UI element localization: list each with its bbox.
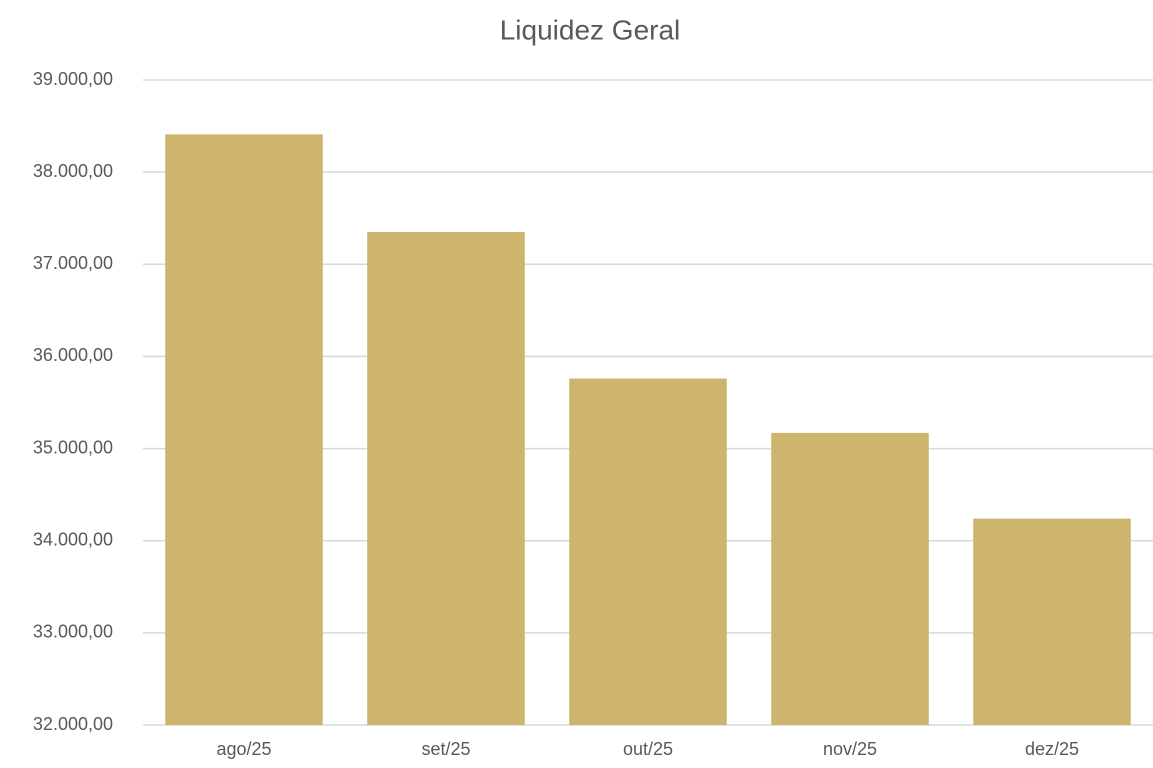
x-tick-label: out/25 [623,739,673,759]
x-tick-label: set/25 [421,739,470,759]
y-tick-label: 35.000,00 [33,437,113,457]
x-tick-label: ago/25 [216,739,271,759]
bar [367,232,525,726]
chart-title: Liquidez Geral [500,14,681,45]
y-tick-label: 37.000,00 [33,253,113,273]
y-tick-label: 36.000,00 [33,345,113,365]
x-tick-label: nov/25 [823,739,877,759]
bar [165,134,323,726]
y-tick-label: 39.000,00 [33,69,113,89]
bar [569,378,727,725]
y-tick-label: 33.000,00 [33,622,113,642]
y-tick-label: 32.000,00 [33,714,113,734]
x-tick-label: dez/25 [1025,739,1079,759]
bar [771,432,929,725]
bar [973,518,1131,725]
y-tick-label: 34.000,00 [33,529,113,549]
y-tick-label: 38.000,00 [33,161,113,181]
